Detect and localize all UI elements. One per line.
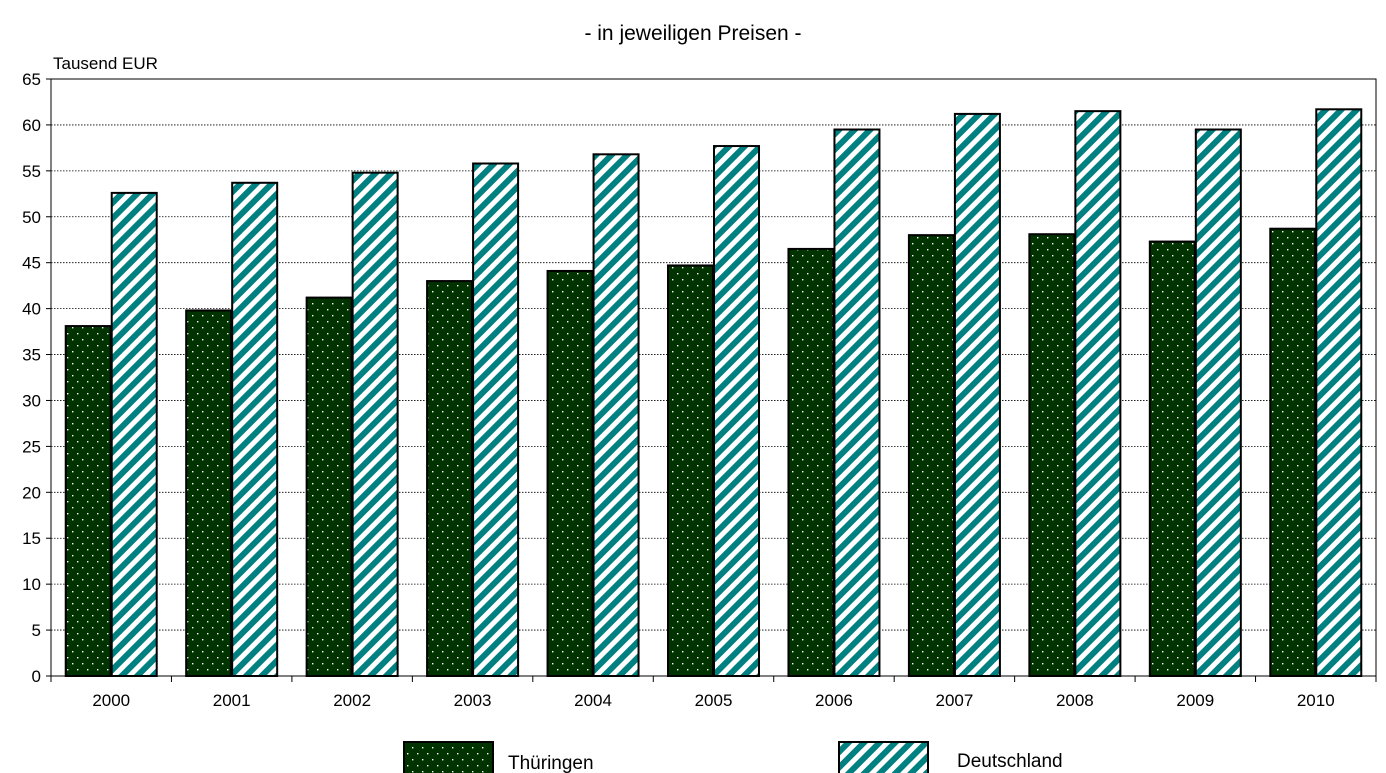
x-axis-ticks: 2000 2001 2002 2003 2004 2005 2006 2007 2008 2009… [50,676,1377,710]
x-tick-label-2000: 2000 [92,691,130,710]
legend-swatch-deutschland [838,741,929,773]
x-tick-label-2010: 2010 [1297,691,1335,710]
bar-thueringen-2009 [1148,240,1196,677]
x-tick-label-2007: 2007 [935,691,973,710]
bars [64,108,1363,678]
bar-deutschland-2001 [231,181,279,677]
bar-thueringen-2000 [64,325,112,677]
y-tick-label: 15 [22,529,41,548]
bar-deutschland-2008 [1074,110,1122,677]
y-tick-label: 50 [22,208,41,227]
bar-thueringen-2004 [546,269,594,677]
y-tick-label: 25 [22,437,41,456]
legend-item-deutschland: Deutschland [838,741,1063,773]
bar-deutschland-2003 [472,162,520,677]
y-tick-label: 45 [22,254,41,273]
x-tick-label-2005: 2005 [695,691,733,710]
y-tick-label: 65 [22,70,41,89]
x-tick-label-2009: 2009 [1176,691,1214,710]
x-tick-label-2004: 2004 [574,691,612,710]
y-tick-label: 0 [32,667,41,686]
legend-item-thueringen: Thüringen [403,741,594,773]
y-tick-label: 5 [32,621,41,640]
bar-thueringen-2007 [907,234,955,677]
bar-thueringen-2003 [426,280,474,677]
y-axis-label: Tausend EUR [53,54,158,73]
bar-thueringen-2008 [1028,233,1076,677]
y-tick-label: 35 [22,346,41,365]
y-tick-label: 40 [22,300,41,319]
bar-deutschland-2010 [1315,108,1363,678]
legend-label-deutschland: Deutschland [957,751,1063,772]
legend: Thüringen Deutschland [403,741,1063,773]
legend-swatch-thueringen [403,741,494,773]
chart-subtitle: - in jeweiligen Preisen - [584,22,801,45]
legend-label-thueringen: Thüringen [508,753,594,773]
bar-thueringen-2001 [185,309,233,677]
x-tick-label-2003: 2003 [454,691,492,710]
y-axis-ticks: 0 5 10 15 20 25 30 35 40 45 50 55 60 65 [22,70,51,686]
bar-deutschland-2000 [110,191,158,678]
x-tick-label-2001: 2001 [213,691,251,710]
bar-deutschland-2005 [713,145,760,678]
y-tick-label: 10 [22,575,41,594]
bar-deutschland-2007 [953,112,1001,677]
x-tick-label-2002: 2002 [333,691,371,710]
bar-deutschland-2009 [1194,128,1242,677]
bar-deutschland-2006 [833,128,881,677]
x-tick-label-2008: 2008 [1056,691,1094,710]
bar-thueringen-2010 [1269,227,1317,677]
y-tick-label: 20 [22,483,41,502]
y-tick-label: 60 [22,116,41,135]
y-tick-label: 55 [22,162,41,181]
bar-thueringen-2005 [667,264,714,677]
x-tick-label-2006: 2006 [815,691,853,710]
y-tick-label: 30 [22,391,41,410]
bar-thueringen-2006 [787,247,835,678]
plot-area-frame [50,78,1377,677]
bar-thueringen-2002 [305,296,353,677]
bar-deutschland-2004 [592,153,640,677]
bar-deutschland-2002 [351,171,399,677]
